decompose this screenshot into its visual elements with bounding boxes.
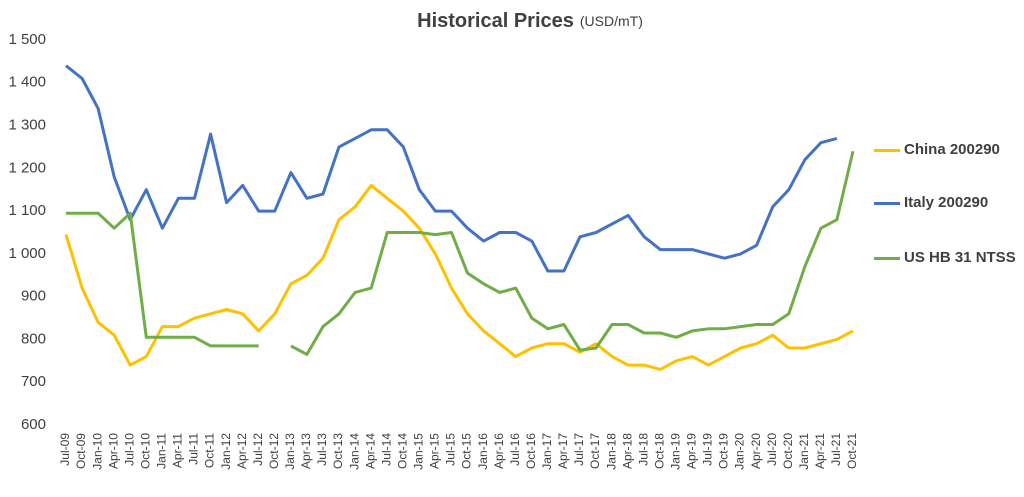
legend-item: Italy 200290: [874, 193, 1024, 212]
x-tick-label: Oct-13: [331, 433, 345, 469]
x-tick-label: Jul-11: [187, 433, 201, 465]
x-tick-label: Apr-19: [685, 433, 699, 469]
y-tick-label: 600: [21, 416, 46, 433]
series-line: [65, 64, 838, 273]
x-tick-label: Jan-16: [476, 433, 490, 470]
x-tick-label: Jan-19: [668, 433, 682, 470]
legend-item: China 200290: [874, 140, 1024, 159]
x-tick-label: Jul-09: [58, 433, 72, 466]
series-line: [66, 150, 855, 356]
series-line: [64, 183, 854, 371]
x-tick-label: Oct-17: [588, 433, 602, 469]
x-tick-label: Oct-10: [138, 433, 152, 469]
x-tick-label: Oct-11: [203, 433, 217, 468]
x-tick-label: Jul-21: [829, 433, 843, 466]
y-tick-label: 800: [21, 330, 46, 347]
y-tick-label: 900: [21, 288, 46, 305]
chart-title: Historical Prices (USD/mT): [417, 10, 643, 32]
x-tick-label: Jan-11: [155, 433, 169, 469]
title: Historical Prices: [417, 10, 574, 32]
legend-label: China 200290: [904, 141, 1000, 158]
x-tick-label: Apr-10: [106, 433, 120, 469]
y-tick-label: 1 500: [8, 31, 46, 48]
y-tick-label: 1 100: [8, 202, 46, 219]
x-tick-label: Jul-18: [636, 433, 650, 466]
legend-swatch: [874, 257, 900, 260]
y-tick-label: 1 200: [8, 159, 46, 176]
x-tick-label: Jan-14: [347, 433, 361, 470]
x-tick-label: Jul-12: [251, 433, 265, 466]
x-tick-label: Oct-15: [460, 433, 474, 469]
x-tick-label: Oct-20: [781, 433, 795, 469]
x-tick-label: Apr-17: [556, 433, 570, 469]
x-tick-label: Apr-11: [171, 433, 185, 468]
x-tick-label: Jul-10: [122, 433, 136, 466]
y-tick-label: 700: [21, 373, 46, 390]
x-tick-label: Jan-15: [412, 433, 426, 470]
x-tick-label: Jul-15: [444, 433, 458, 466]
x-tick-label: Apr-20: [749, 433, 763, 469]
x-tick-label: Apr-13: [299, 433, 313, 469]
x-tick-label: Apr-15: [428, 433, 442, 469]
y-tick-label: 1 000: [8, 245, 46, 262]
x-tick-label: Oct-09: [74, 433, 88, 469]
x-tick-label: Jan-17: [540, 433, 554, 470]
x-tick-label: Jul-19: [701, 433, 715, 466]
legend-label: US HB 31 NTSS: [904, 249, 1016, 266]
x-tick-label: Oct-19: [717, 433, 731, 469]
y-tick-label: 1 300: [8, 117, 46, 134]
y-tick-label: 1 400: [8, 74, 46, 91]
x-tick-label: Apr-18: [620, 433, 634, 469]
x-tick-label: Jul-14: [379, 433, 393, 466]
x-tick-label: Apr-21: [813, 433, 827, 469]
x-tick-label: Apr-16: [492, 433, 506, 469]
legend-item: US HB 31 NTSS: [874, 248, 1024, 267]
legend-swatch: [874, 149, 900, 152]
x-tick-label: Apr-12: [235, 433, 249, 469]
x-tick-label: Jul-17: [572, 433, 586, 466]
x-tick-label: Jan-20: [733, 433, 747, 470]
x-tick-label: Oct-12: [267, 433, 281, 469]
x-tick-label: Oct-18: [652, 433, 666, 469]
x-tick-label: Jul-20: [765, 433, 779, 466]
x-tick-label: Jul-13: [315, 433, 329, 466]
legend-swatch: [874, 202, 900, 205]
x-tick-label: Jul-16: [508, 433, 522, 466]
x-tick-label: Jan-21: [797, 433, 811, 470]
x-tick-label: Oct-21: [845, 433, 859, 469]
x-tick-label: Jan-10: [90, 433, 104, 470]
x-tick-label: Oct-14: [395, 433, 409, 469]
x-tick-label: Apr-14: [363, 433, 377, 469]
legend-label: Italy 200290: [904, 194, 989, 211]
x-tick-label: Jan-18: [604, 433, 618, 470]
unit: (USD/mT): [580, 13, 643, 29]
x-tick-label: Oct-16: [524, 433, 538, 469]
x-tick-label: Jan-12: [219, 433, 233, 470]
x-tick-label: Jan-13: [283, 433, 297, 470]
